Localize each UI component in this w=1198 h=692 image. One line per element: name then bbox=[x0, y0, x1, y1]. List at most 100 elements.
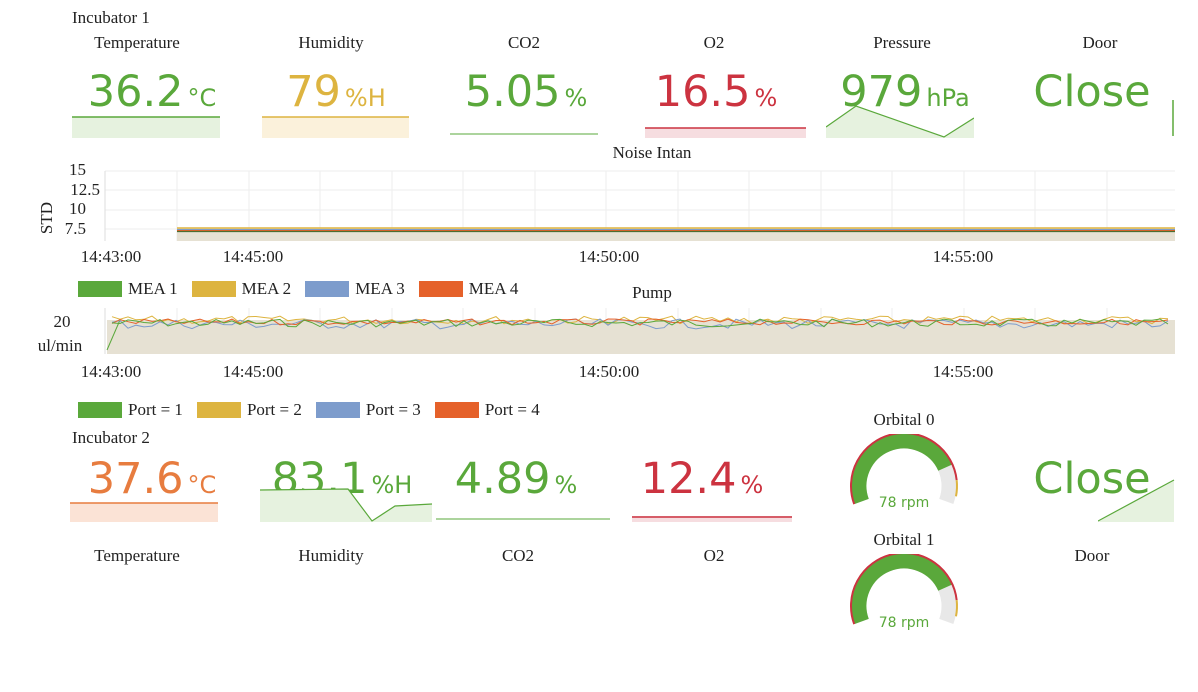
humidity-stat[interactable]: 79 %H bbox=[246, 68, 426, 122]
incubator1-title: Incubator 1 bbox=[72, 8, 150, 27]
temperature-stat[interactable]: 36.2 °C bbox=[62, 68, 242, 122]
inc2-humidity-sparkline bbox=[260, 488, 432, 522]
inc2-temperature-value: 37.6 bbox=[87, 454, 184, 504]
pump-series-port4 bbox=[111, 318, 1169, 326]
co2-sparkline bbox=[450, 133, 598, 135]
inc2-co2-unit: % bbox=[554, 471, 578, 499]
pump-xtick: 14:43:00 bbox=[81, 362, 141, 381]
inc2-o2-stat[interactable]: 12.4% bbox=[612, 455, 792, 509]
legend-item-mea3[interactable]: MEA 3 bbox=[305, 279, 405, 299]
pump-xtick: 14:45:00 bbox=[223, 362, 283, 381]
pump-series-port3 bbox=[111, 318, 1169, 330]
pump-chart-title: Pump bbox=[632, 283, 672, 302]
noise-legend: MEA 1 MEA 2 MEA 3 MEA 4 bbox=[78, 279, 518, 299]
o2-sparkline bbox=[645, 127, 806, 138]
humidity-label: Humidity bbox=[298, 33, 364, 52]
legend-item-port1[interactable]: Port = 1 bbox=[78, 400, 183, 420]
orbital-1-gauge[interactable]: Orbital 1 78 rpm bbox=[844, 528, 964, 640]
legend-swatch bbox=[418, 281, 463, 297]
door-sparkline bbox=[1172, 100, 1174, 136]
inc2-o2-unit: % bbox=[740, 471, 764, 499]
legend-item-mea1[interactable]: MEA 1 bbox=[78, 279, 178, 299]
pressure-unit: hPa bbox=[926, 84, 970, 112]
pump-series-port1 bbox=[111, 318, 1169, 328]
noise-chart-title: Noise Intan bbox=[613, 143, 692, 162]
legend-item-mea2[interactable]: MEA 2 bbox=[191, 279, 292, 299]
noise-xtick: 14:55:00 bbox=[933, 247, 993, 266]
pump-series-port2 bbox=[111, 315, 1169, 325]
noise-chart-ylabel: STD bbox=[37, 202, 56, 234]
inc2-door-value: Close bbox=[1033, 454, 1151, 504]
inc2-co2-label: CO2 bbox=[501, 546, 535, 565]
noise-ytick: 12.5 bbox=[70, 180, 100, 199]
o2-label: O2 bbox=[703, 33, 725, 52]
orbital-1-value: 78 rpm bbox=[879, 615, 930, 631]
legend-label: MEA 2 bbox=[241, 279, 292, 298]
inc2-co2-sparkline bbox=[436, 518, 610, 520]
noise-xtick: 14:45:00 bbox=[223, 247, 283, 266]
orbital-0-dial: 78 rpm bbox=[850, 434, 958, 511]
co2-unit: % bbox=[564, 84, 588, 112]
inc2-temperature-label: Temperature bbox=[94, 546, 180, 565]
pump-xtick: 14:50:00 bbox=[579, 362, 639, 381]
inc2-temperature-unit: °C bbox=[187, 471, 217, 499]
legend-item-mea4[interactable]: MEA 4 bbox=[418, 279, 519, 299]
pressure-stat[interactable]: 979 hPa bbox=[815, 68, 995, 122]
legend-item-port2[interactable]: Port = 2 bbox=[196, 400, 302, 420]
inc2-o2-value: 12.4 bbox=[640, 454, 737, 504]
temperature-value: 36.2 bbox=[87, 67, 184, 117]
legend-label: Port = 1 bbox=[128, 400, 183, 419]
o2-value: 16.5 bbox=[654, 67, 751, 117]
humidity-sparkline bbox=[262, 116, 409, 138]
legend-swatch bbox=[196, 402, 241, 418]
legend-swatch bbox=[78, 281, 122, 297]
legend-swatch bbox=[78, 402, 122, 418]
co2-label: CO2 bbox=[507, 33, 541, 52]
inc2-temperature-stat[interactable]: 37.6 °C bbox=[62, 455, 242, 509]
pump-ylabel-unit: ul/min bbox=[38, 336, 83, 355]
noise-intan-chart[interactable]: Noise Intan STD 15 12.5 10 7.5 14:43:00 … bbox=[0, 140, 1198, 300]
legend-label: MEA 4 bbox=[468, 279, 519, 298]
noise-xtick: 14:50:00 bbox=[579, 247, 639, 266]
inc2-door-stat[interactable]: Close bbox=[1002, 455, 1182, 503]
legend-swatch bbox=[434, 402, 479, 418]
door-stat[interactable]: Close bbox=[1002, 68, 1182, 116]
legend-item-port3[interactable]: Port = 3 bbox=[315, 400, 421, 420]
temperature-label: Temperature bbox=[94, 33, 180, 52]
legend-swatch bbox=[305, 281, 350, 297]
inc2-door-label: Door bbox=[1074, 546, 1110, 565]
pressure-label: Pressure bbox=[873, 33, 931, 52]
pump-legend: Port = 1 Port = 2 Port = 3 Port = 4 bbox=[78, 400, 540, 420]
legend-label: Port = 3 bbox=[365, 400, 421, 419]
inc2-co2-stat[interactable]: 4.89% bbox=[426, 455, 606, 509]
inc2-o2-sparkline bbox=[632, 516, 792, 522]
legend-swatch bbox=[315, 402, 360, 418]
pump-xtick: 14:55:00 bbox=[933, 362, 993, 381]
orbital-1-dial: 78 rpm bbox=[850, 554, 958, 631]
door-label: Door bbox=[1082, 33, 1118, 52]
legend-item-port4[interactable]: Port = 4 bbox=[434, 400, 540, 420]
co2-stat[interactable]: 5.05% bbox=[436, 68, 616, 122]
door-value: Close bbox=[1033, 67, 1151, 117]
pump-ramp bbox=[106, 319, 121, 351]
temperature-sparkline bbox=[72, 116, 220, 138]
temperature-unit: °C bbox=[187, 84, 217, 112]
orbital-0-gauge[interactable]: Orbital 0 78 rpm bbox=[844, 408, 964, 520]
noise-ytick: 7.5 bbox=[65, 219, 86, 238]
orbital-0-value: 78 rpm bbox=[879, 495, 930, 511]
inc2-temperature-sparkline bbox=[70, 502, 218, 522]
pump-ylabel-value: 20 bbox=[54, 312, 71, 331]
inc2-humidity-label: Humidity bbox=[298, 546, 364, 565]
legend-swatch bbox=[191, 281, 236, 297]
pump-chart[interactable]: Pump 20 ul/min 14:43:00 14:45:00 14:50:0… bbox=[0, 280, 1198, 390]
legend-label: MEA 3 bbox=[355, 279, 405, 298]
orbital-1-title: Orbital 1 bbox=[873, 530, 935, 549]
noise-xtick: 14:43:00 bbox=[81, 247, 141, 266]
o2-stat[interactable]: 16.5% bbox=[626, 68, 806, 122]
inc2-co2-value: 4.89 bbox=[454, 454, 551, 504]
inc2-humidity-unit: %H bbox=[371, 471, 413, 499]
incubator2-title: Incubator 2 bbox=[72, 428, 150, 447]
noise-ytick: 15 bbox=[69, 160, 86, 179]
inc2-o2-label: O2 bbox=[703, 546, 725, 565]
co2-value: 5.05 bbox=[464, 67, 561, 117]
